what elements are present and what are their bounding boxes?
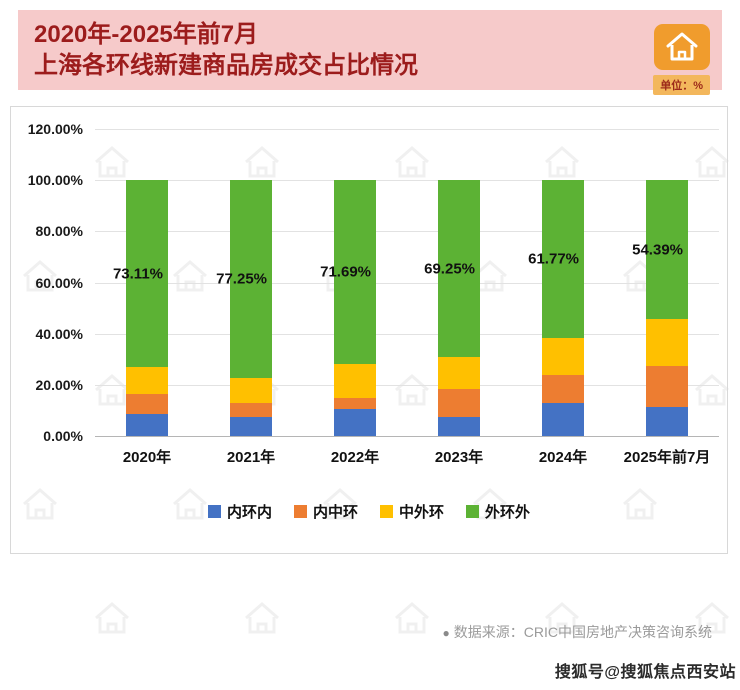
- bar-value-label: 61.77%: [528, 250, 579, 268]
- legend-swatch: [466, 505, 480, 518]
- legend-label: 内中环: [312, 504, 358, 521]
- bar-segment-内环内[interactable]: [438, 416, 480, 436]
- unit-badge: 单位：%: [653, 74, 710, 95]
- bar-segment-中外环[interactable]: [438, 357, 480, 389]
- bars-row: 73.11% 77.25% 71.69% 69.25% 61.77% 54.39%: [95, 129, 719, 436]
- bar-value-label: 54.39%: [632, 241, 683, 259]
- bar-segment-中外环[interactable]: [542, 338, 584, 375]
- bar-segment-中外环[interactable]: [230, 377, 272, 403]
- bar-segment-内中环[interactable]: [542, 374, 584, 403]
- y-axis-tick: 40.00%: [35, 325, 83, 342]
- x-labels: 2020年 2021年 2022年 2023年 2024年 2025年前7月: [95, 446, 719, 467]
- bar-segment-内中环[interactable]: [646, 365, 688, 407]
- bar-segment-外环外[interactable]: [542, 180, 584, 339]
- bar-segment-外环外[interactable]: [334, 180, 376, 364]
- stacked-bar[interactable]: [230, 129, 272, 436]
- page-title-line2: 上海各环线新建商品房成交占比情况: [34, 52, 418, 79]
- bar-value-label: 77.25%: [216, 270, 267, 288]
- legend-item-内环内[interactable]: 内环内: [207, 501, 272, 522]
- house-logo-icon: [654, 23, 710, 70]
- stacked-bar[interactable]: [542, 129, 584, 436]
- bar-value-label: 69.25%: [424, 260, 475, 278]
- legend-item-中外环[interactable]: 中外环: [380, 501, 444, 522]
- legend-label: 中外环: [399, 504, 445, 521]
- bar-segment-内环内[interactable]: [334, 409, 376, 436]
- bar-column: 69.25%: [407, 129, 511, 436]
- chart-panel: 120.00% 100.00% 80.00% 60.00% 40.00% 20.00% 0.…: [10, 106, 728, 554]
- gridline: [95, 180, 719, 182]
- page-title-line1: 2020年-2025年前7月: [34, 20, 259, 48]
- data-source-note: ● 数据来源：CRIC中国房地产决策咨询系统: [443, 622, 712, 642]
- data-source-text: 数据来源：CRIC中国房地产决策咨询系统: [453, 624, 712, 640]
- gridline: [95, 384, 719, 386]
- stacked-bar[interactable]: [438, 129, 480, 436]
- header-banner: 2020年-2025年前7月 上海各环线新建商品房成交占比情况 单位：%: [18, 10, 722, 95]
- x-axis-label: 2021年: [226, 449, 276, 466]
- bar-column: 71.69%: [303, 129, 407, 436]
- bar-segment-内中环[interactable]: [126, 393, 168, 415]
- bar-column: 61.77%: [511, 129, 615, 436]
- x-axis-label: 2020年: [122, 449, 172, 466]
- stacked-bar[interactable]: [126, 129, 168, 436]
- bar-segment-外环外[interactable]: [230, 180, 272, 378]
- y-axis-tick: 0.00%: [43, 428, 83, 444]
- bar-segment-内环内[interactable]: [542, 402, 584, 436]
- bullet-icon: ●: [442, 626, 450, 640]
- bar-segment-内中环[interactable]: [334, 397, 376, 410]
- x-axis-label: 2023年: [434, 449, 484, 466]
- y-axis-tick: 20.00%: [35, 376, 83, 393]
- bar-segment-外环外[interactable]: [438, 180, 480, 358]
- y-axis-tick: 100.00%: [27, 172, 83, 189]
- bar-segment-中外环[interactable]: [126, 367, 168, 394]
- stacked-bar[interactable]: [334, 129, 376, 436]
- bar-segment-外环外[interactable]: [646, 180, 688, 320]
- bar-column: 77.25%: [199, 129, 303, 436]
- y-axis: 120.00% 100.00% 80.00% 60.00% 40.00% 20.00% 0.…: [11, 121, 83, 444]
- gridline: [95, 333, 719, 335]
- bar-segment-内中环[interactable]: [230, 402, 272, 417]
- legend-item-内中环[interactable]: 内中环: [293, 501, 358, 522]
- bar-segment-外环外[interactable]: [126, 180, 168, 368]
- page-title: 2020年-2025年前7月 上海各环线新建商品房成交占比情况: [34, 19, 418, 81]
- y-axis-tick: 80.00%: [35, 223, 83, 240]
- legend-swatch: [207, 505, 221, 518]
- legend-swatch: [293, 505, 307, 518]
- bar-value-label: 71.69%: [320, 263, 371, 281]
- x-axis-label: 2024年: [538, 449, 588, 466]
- gridlines: [95, 129, 719, 437]
- bar-segment-中外环[interactable]: [334, 363, 376, 398]
- bar-value-label: 73.11%: [112, 265, 163, 283]
- stacked-bar[interactable]: [646, 129, 688, 436]
- gridline: [95, 282, 719, 284]
- bar-segment-内环内[interactable]: [230, 416, 272, 436]
- gridline: [95, 129, 719, 130]
- legend-label: 外环外: [485, 504, 531, 521]
- bar-segment-内中环[interactable]: [438, 388, 480, 417]
- bar-segment-内环内[interactable]: [126, 414, 168, 436]
- x-axis-label: 2025年前7月: [623, 449, 711, 466]
- legend-label: 内环内: [226, 504, 272, 521]
- y-axis-tick: 120.00%: [27, 121, 83, 137]
- legend: 内环内 内中环 中外环 外环外: [11, 501, 727, 522]
- bar-segment-中外环[interactable]: [646, 319, 688, 366]
- legend-swatch: [380, 505, 393, 518]
- gridline: [95, 231, 719, 233]
- bar-column: 73.11%: [95, 129, 199, 436]
- x-axis-label: 2022年: [330, 449, 380, 466]
- legend-item-外环外[interactable]: 外环外: [466, 501, 530, 522]
- header-right: 单位：%: [653, 23, 710, 95]
- gridline: [95, 436, 719, 437]
- y-axis-tick: 60.00%: [35, 274, 83, 291]
- bar-column: 54.39%: [615, 129, 719, 436]
- bar-segment-内环内[interactable]: [646, 406, 688, 436]
- sohu-watermark-text: 搜狐号@搜狐焦点西安站: [554, 664, 736, 681]
